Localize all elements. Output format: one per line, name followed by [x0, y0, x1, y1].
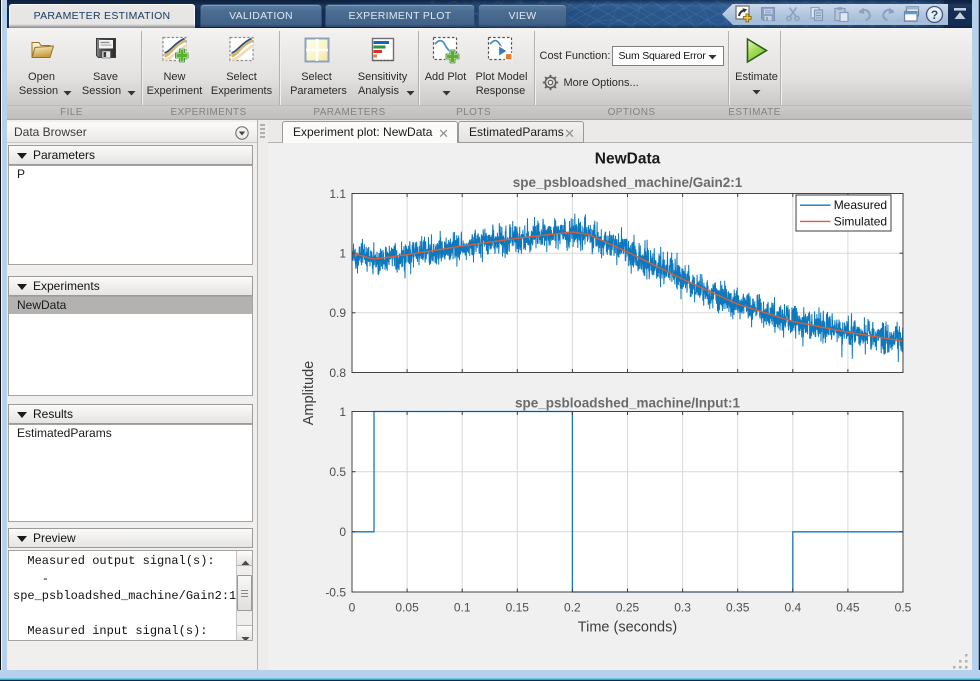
svg-text:0.5: 0.5	[329, 465, 346, 479]
svg-text:0.35: 0.35	[726, 600, 750, 614]
svg-text:?: ?	[931, 8, 938, 22]
svg-text:spe_psbloadshed_machine/Gain2:: spe_psbloadshed_machine/Gain2:1	[513, 175, 743, 190]
svg-text:0.1: 0.1	[454, 600, 471, 614]
svg-text:1: 1	[339, 247, 346, 261]
svg-text:0.5: 0.5	[895, 600, 912, 614]
svg-text:0.25: 0.25	[616, 600, 640, 614]
svg-text:Time (seconds): Time (seconds)	[578, 620, 677, 636]
svg-text:Measured: Measured	[834, 198, 887, 212]
svg-text:0.8: 0.8	[329, 366, 346, 380]
svg-text:Simulated: Simulated	[834, 214, 887, 228]
svg-text:0: 0	[339, 525, 346, 539]
svg-text:0.9: 0.9	[329, 306, 346, 320]
svg-text:spe_psbloadshed_machine/Input:: spe_psbloadshed_machine/Input:1	[515, 396, 741, 411]
svg-text:0.3: 0.3	[674, 600, 691, 614]
svg-text:0: 0	[349, 600, 356, 614]
svg-text:0.2: 0.2	[564, 600, 581, 614]
svg-text:Amplitude: Amplitude	[301, 361, 317, 425]
svg-text:-0.5: -0.5	[325, 585, 346, 599]
svg-text:1: 1	[339, 405, 346, 419]
svg-text:0.15: 0.15	[506, 600, 530, 614]
svg-text:NewData: NewData	[595, 151, 661, 168]
svg-text:0.05: 0.05	[395, 600, 419, 614]
svg-text:0.45: 0.45	[836, 600, 860, 614]
svg-text:1.1: 1.1	[329, 187, 346, 201]
svg-text:0.4: 0.4	[784, 600, 801, 614]
